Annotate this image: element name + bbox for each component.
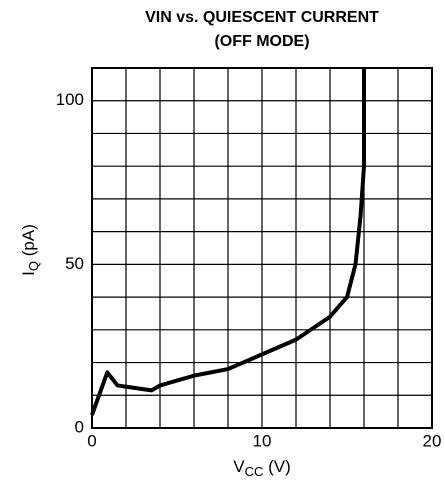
y-axis-label: IQ (pA) xyxy=(19,224,41,276)
y-label-sub: Q xyxy=(26,261,41,271)
y-tick-label: 100 xyxy=(56,90,84,109)
y-tick-label: 0 xyxy=(75,417,84,436)
x-axis-label: VCC (V) xyxy=(233,457,291,479)
y-label-main: I xyxy=(19,271,38,276)
plot-frame xyxy=(91,67,433,429)
chart-subtitle: (OFF MODE) xyxy=(214,33,309,50)
x-label-main: V xyxy=(233,457,245,476)
x-tick-label: 10 xyxy=(253,431,272,450)
x-tick-label: 20 xyxy=(423,431,442,450)
y-label-unit: (pA) xyxy=(19,224,38,261)
x-label-unit: (V) xyxy=(263,457,290,476)
x-label-sub: CC xyxy=(245,464,264,479)
data-line xyxy=(90,68,366,416)
chart-title: VIN vs. QUIESCENT CURRENT xyxy=(145,9,379,26)
y-tick-label: 50 xyxy=(65,254,84,273)
x-tick-label: 0 xyxy=(87,431,96,450)
